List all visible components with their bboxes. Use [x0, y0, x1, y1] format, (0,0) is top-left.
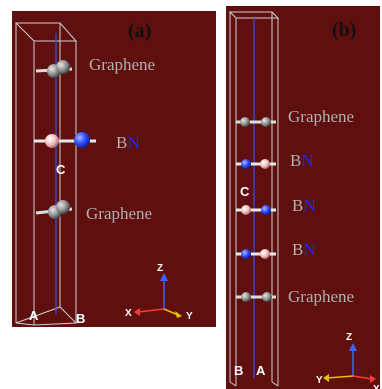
bn-layer-molecule — [34, 132, 96, 148]
layer-label-graphene: Graphene — [288, 287, 354, 306]
bn-label-n: N — [303, 196, 315, 215]
layer-label-bn: BN — [292, 240, 316, 259]
bn-layer-molecule — [236, 249, 276, 259]
panel-b: (b) Graphene BN BN BN Graphene C B A Z Y… — [226, 6, 380, 389]
bn-label-b: B — [290, 151, 301, 170]
cell-axis-a-label: A — [29, 308, 39, 323]
graphene-layer-molecule — [236, 117, 276, 127]
axis-triad — [134, 273, 182, 318]
triad-z-label: Z — [346, 332, 352, 343]
panel-a-diagram: (a) Graphene BN Graphene C A B Z X Y — [14, 20, 193, 326]
bn-label-b: B — [116, 133, 127, 152]
triad-x-label: X — [373, 384, 380, 389]
layer-label-bn: BN — [116, 133, 140, 152]
layer-label-bn: BN — [292, 196, 316, 215]
layer-label-graphene: Graphene — [86, 204, 152, 223]
triad-z-label: Z — [157, 263, 163, 274]
axis-triad — [323, 343, 376, 383]
graphene-layer-molecule — [236, 292, 276, 302]
cell-axis-b-label: B — [76, 311, 85, 326]
triad-x-label: X — [125, 308, 132, 319]
panel-label: (a) — [128, 20, 151, 42]
panel-label: (b) — [332, 19, 356, 41]
bn-label-b: B — [292, 240, 303, 259]
triad-y-label: Y — [186, 311, 193, 322]
unit-cell-box — [228, 11, 280, 387]
cell-axis-c-label: C — [240, 184, 250, 199]
bn-label-n: N — [303, 240, 315, 259]
bn-label-n: N — [301, 151, 313, 170]
graphene-layer-molecule — [35, 60, 73, 78]
bn-label-b: B — [292, 196, 303, 215]
panel-a: (a) Graphene BN Graphene C A B Z X Y — [12, 11, 216, 327]
triad-y-label: Y — [316, 375, 323, 386]
panel-b-diagram: (b) Graphene BN BN BN Graphene C B A Z Y… — [228, 11, 380, 389]
layer-label-graphene: Graphene — [288, 107, 354, 126]
bn-label-n: N — [127, 133, 139, 152]
bn-layer-molecule — [236, 205, 276, 215]
bn-layer-molecule — [236, 159, 276, 169]
graphene-layer-molecule — [35, 200, 73, 219]
cell-axis-a-label: A — [256, 363, 266, 378]
layer-label-graphene: Graphene — [89, 55, 155, 74]
layer-label-bn: BN — [290, 151, 314, 170]
cell-axis-c-label: C — [56, 162, 66, 177]
cell-axis-b-label: B — [234, 363, 243, 378]
